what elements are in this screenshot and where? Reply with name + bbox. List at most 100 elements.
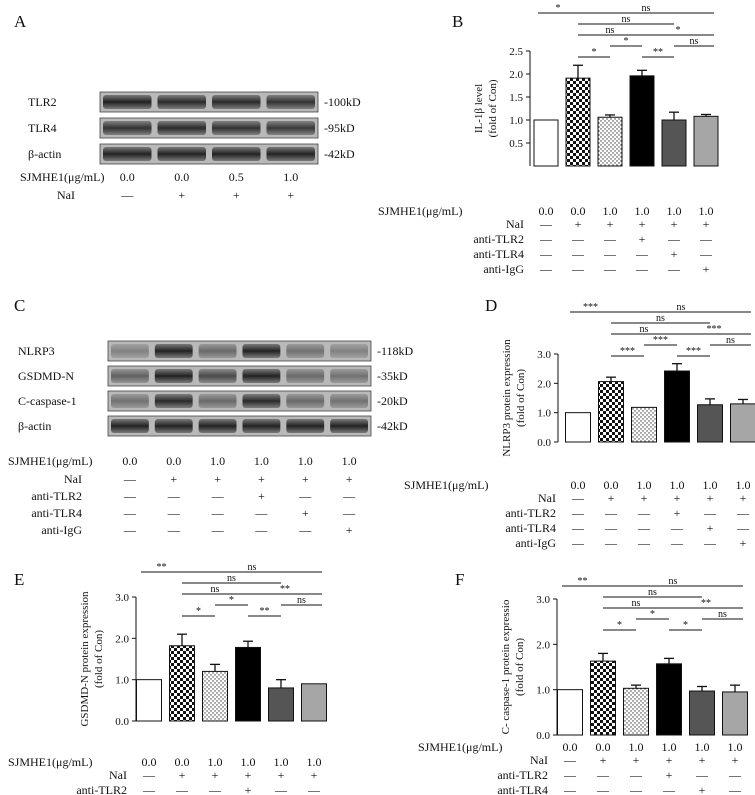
treatment-label: anti-TLR4 — [473, 247, 524, 261]
y-axis-label: (fold of Con) — [514, 638, 526, 696]
treatment-mark: + — [575, 217, 582, 231]
treatment-mark: — — [274, 783, 288, 795]
blot-band — [198, 394, 237, 408]
treatment-mark: — — [571, 536, 585, 550]
blot-band — [157, 121, 206, 135]
treatment-mark: — — [571, 262, 585, 276]
sig-label: *** — [707, 324, 722, 335]
treatment-mark: — — [571, 247, 585, 261]
treatment-mark: — — [563, 768, 577, 782]
treatment-mark: — — [728, 783, 742, 795]
band-label: NLRP3 — [18, 344, 55, 358]
treatment-mark: — — [571, 521, 585, 535]
blot-band — [242, 369, 281, 383]
y-tick-label: 2.0 — [115, 633, 129, 645]
treatment-mark: + — [258, 472, 265, 486]
blot-band — [266, 95, 315, 109]
sig-label: ns — [656, 313, 665, 324]
treatment-label: NaI — [57, 188, 75, 202]
panel-letter: E — [14, 570, 24, 589]
treatment-mark: + — [311, 768, 318, 782]
band-size-label: -42kD — [324, 147, 355, 161]
panel-letter-A: A — [14, 12, 27, 31]
treatment-mark: + — [699, 753, 706, 767]
dose-value: 1.0 — [670, 478, 685, 492]
blot-strip — [99, 91, 319, 113]
band-label: C-caspase-1 — [18, 394, 77, 408]
y-tick-label: 2.0 — [537, 378, 551, 390]
sig-label: ** — [260, 606, 270, 617]
y-tick-label: 2.0 — [509, 69, 523, 81]
dose-value: 1.0 — [603, 204, 618, 218]
bar — [557, 689, 583, 736]
dose-value: 1.0 — [728, 740, 743, 754]
treatment-mark: — — [298, 489, 312, 503]
blot-band — [154, 419, 193, 433]
treatment-mark: + — [639, 232, 646, 246]
treatment-mark: — — [571, 506, 585, 520]
treatment-mark: + — [179, 768, 186, 782]
blot-band — [212, 95, 261, 109]
y-axis-label: C- caspase-1 protein expressio — [500, 599, 512, 734]
treatment-mark: + — [214, 472, 221, 486]
bar — [301, 683, 327, 722]
dose-value: 1.0 — [342, 454, 357, 468]
band-label: β-actin — [18, 419, 51, 433]
treatment-mark: — — [728, 768, 742, 782]
treatment-mark: + — [674, 506, 681, 520]
treatment-mark: + — [671, 247, 678, 261]
dose-label: SJMHE1(μg/mL) — [20, 170, 104, 184]
treatment-mark: + — [740, 536, 747, 550]
treatment-mark: + — [703, 217, 710, 231]
y-tick-label: 2.5 — [509, 46, 523, 58]
sig-label: * — [650, 609, 655, 620]
blot-band — [330, 419, 368, 433]
sig-label: ns — [622, 14, 631, 25]
bar — [533, 119, 559, 167]
sig-label: ** — [578, 576, 588, 587]
treatment-mark: + — [212, 768, 219, 782]
bar-chart-D: D 0.0 1.0 2.0 3.0 NLRP3 protein expression (fo… — [404, 296, 755, 550]
y-tick-label: 1.0 — [536, 685, 550, 697]
treatment-mark: — — [571, 491, 585, 505]
treatment-mark: — — [596, 783, 610, 795]
blot-band — [154, 394, 193, 408]
treatment-mark: + — [170, 472, 177, 486]
bar — [169, 645, 195, 722]
bar — [697, 404, 723, 443]
treatment-mark: — — [670, 521, 684, 535]
treatment-label: NaI — [506, 217, 524, 231]
sig-label: ns — [677, 302, 686, 313]
sig-label: ** — [280, 584, 290, 595]
blot-band — [157, 147, 206, 161]
blot-band — [286, 394, 325, 408]
treatment-mark: — — [123, 523, 137, 537]
treatment-mark: — — [637, 521, 651, 535]
dose-value: 1.0 — [699, 204, 714, 218]
y-axis-label: (fold of Con) — [515, 369, 527, 427]
blot-band — [157, 95, 206, 109]
dose-value: 1.0 — [637, 478, 652, 492]
y-tick-label: 1.0 — [115, 675, 129, 687]
treatment-mark: — — [539, 217, 553, 231]
sig-label: ns — [669, 576, 678, 587]
bar — [631, 406, 657, 443]
treatment-mark: — — [699, 232, 713, 246]
dose-value: 0.0 — [142, 755, 157, 769]
treatment-mark: — — [208, 783, 222, 795]
dose-value: 1.0 — [283, 170, 298, 184]
treatment-mark: — — [167, 489, 181, 503]
blot-band — [266, 121, 315, 135]
treatment-mark: + — [707, 491, 714, 505]
y-tick-label: 1.0 — [537, 408, 551, 420]
sig-label: *** — [686, 346, 701, 357]
treatment-mark: — — [539, 262, 553, 276]
panel-letter: D — [485, 296, 497, 315]
treatment-label: anti-IgG — [41, 523, 82, 537]
treatment-label: anti-TLR4 — [31, 506, 82, 520]
bar — [661, 119, 687, 167]
dose-value: 1.0 — [662, 740, 677, 754]
band-size-label: -100kD — [324, 95, 361, 109]
sig-label: ns — [642, 3, 651, 14]
